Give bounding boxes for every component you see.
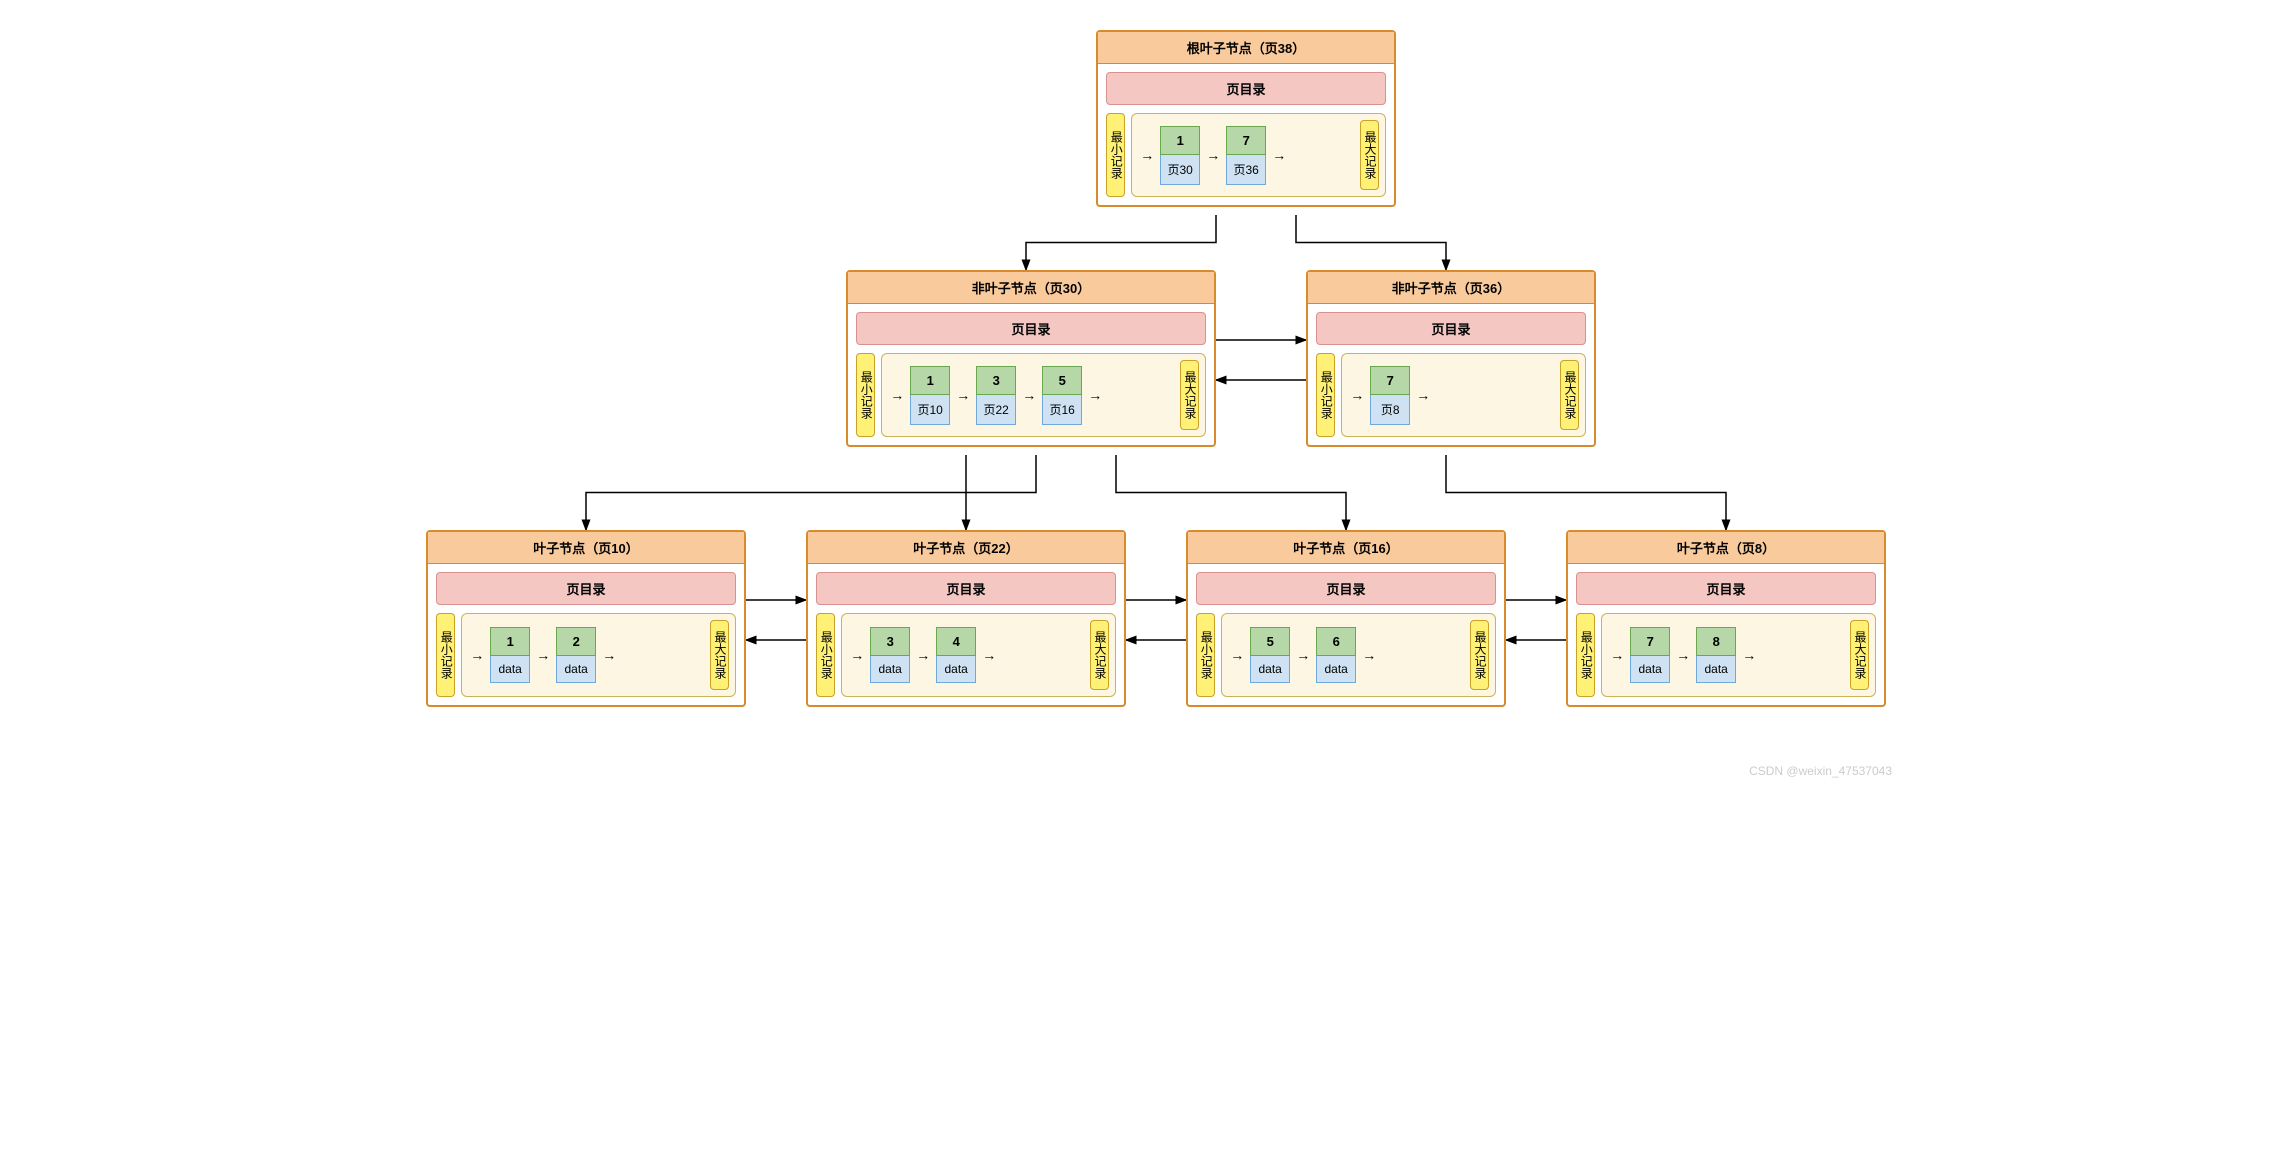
entry: 8data bbox=[1696, 627, 1736, 683]
entry-key: 2 bbox=[556, 627, 596, 656]
node-title: 根叶子节点（页38） bbox=[1098, 32, 1394, 64]
entry-value: 页22 bbox=[976, 395, 1016, 425]
node-title: 叶子节点（页10） bbox=[428, 532, 744, 564]
min-record: 最小记录 bbox=[856, 353, 875, 437]
node-title: 叶子节点（页22） bbox=[808, 532, 1124, 564]
page-directory: 页目录 bbox=[1196, 572, 1496, 605]
entry-value: data bbox=[490, 656, 530, 683]
records-container: →1data→2data→最大记录 bbox=[461, 613, 736, 697]
entry-value: data bbox=[1250, 656, 1290, 683]
entry-key: 7 bbox=[1630, 627, 1670, 656]
node-root: 根叶子节点（页38） 页目录最小记录 →1页30→7页36→最大记录 bbox=[1096, 30, 1396, 207]
btree-diagram: CSDN @weixin_47537043 根叶子节点（页38）页目录最小记录→… bbox=[396, 20, 1896, 780]
node-body: 页目录最小记录 →1页30→7页36→最大记录 bbox=[1098, 64, 1394, 205]
node-body: 页目录最小记录 →7页8→最大记录 bbox=[1308, 304, 1594, 445]
node-body: 页目录最小记录 →5data→6data→最大记录 bbox=[1188, 564, 1504, 705]
page-directory: 页目录 bbox=[1106, 72, 1386, 105]
entry: 6data bbox=[1316, 627, 1356, 683]
entry: 5data bbox=[1250, 627, 1290, 683]
entry-key: 5 bbox=[1250, 627, 1290, 656]
entry-key: 7 bbox=[1226, 126, 1266, 155]
entry-value: 页16 bbox=[1042, 395, 1082, 425]
entry-key: 3 bbox=[976, 366, 1016, 395]
max-record: 最大记录 bbox=[710, 620, 729, 690]
watermark: CSDN @weixin_47537043 bbox=[1749, 764, 1892, 778]
records-container: →5data→6data→最大记录 bbox=[1221, 613, 1496, 697]
node-leaf4: 叶子节点（页8） 页目录最小记录 →7data→8data→最大记录 bbox=[1566, 530, 1886, 707]
node-title: 非叶子节点（页30） bbox=[848, 272, 1214, 304]
records-container: →1页10→3页22→5页16→最大记录 bbox=[881, 353, 1206, 437]
node-title: 非叶子节点（页36） bbox=[1308, 272, 1594, 304]
entry-key: 1 bbox=[910, 366, 950, 395]
min-record: 最小记录 bbox=[816, 613, 835, 697]
min-record: 最小记录 bbox=[1106, 113, 1125, 197]
records-container: →7data→8data→最大记录 bbox=[1601, 613, 1876, 697]
page-directory: 页目录 bbox=[856, 312, 1206, 345]
max-record: 最大记录 bbox=[1470, 620, 1489, 690]
records-container: →7页8→最大记录 bbox=[1341, 353, 1586, 437]
max-record: 最大记录 bbox=[1360, 120, 1379, 190]
entry-value: 页36 bbox=[1226, 155, 1266, 185]
node-title: 叶子节点（页16） bbox=[1188, 532, 1504, 564]
entry-value: data bbox=[556, 656, 596, 683]
entry-value: 页30 bbox=[1160, 155, 1200, 185]
entry-value: data bbox=[1316, 656, 1356, 683]
records-container: →3data→4data→最大记录 bbox=[841, 613, 1116, 697]
entry-key: 8 bbox=[1696, 627, 1736, 656]
entry: 2data bbox=[556, 627, 596, 683]
node-body: 页目录最小记录 →3data→4data→最大记录 bbox=[808, 564, 1124, 705]
entry: 7页36 bbox=[1226, 126, 1266, 185]
page-directory: 页目录 bbox=[816, 572, 1116, 605]
entry-key: 5 bbox=[1042, 366, 1082, 395]
entry: 3data bbox=[870, 627, 910, 683]
entry: 1页30 bbox=[1160, 126, 1200, 185]
node-leaf2: 叶子节点（页22） 页目录最小记录 →3data→4data→最大记录 bbox=[806, 530, 1126, 707]
entry-key: 4 bbox=[936, 627, 976, 656]
page-directory: 页目录 bbox=[436, 572, 736, 605]
entry-key: 3 bbox=[870, 627, 910, 656]
entry: 4data bbox=[936, 627, 976, 683]
node-inner2: 非叶子节点（页36） 页目录最小记录 →7页8→最大记录 bbox=[1306, 270, 1596, 447]
max-record: 最大记录 bbox=[1180, 360, 1199, 430]
max-record: 最大记录 bbox=[1090, 620, 1109, 690]
entry-value: 页8 bbox=[1370, 395, 1410, 425]
entry-key: 1 bbox=[490, 627, 530, 656]
entry-key: 7 bbox=[1370, 366, 1410, 395]
entry-value: data bbox=[870, 656, 910, 683]
max-record: 最大记录 bbox=[1850, 620, 1869, 690]
entry: 5页16 bbox=[1042, 366, 1082, 425]
entry: 7data bbox=[1630, 627, 1670, 683]
entry: 7页8 bbox=[1370, 366, 1410, 425]
entry-value: data bbox=[1696, 656, 1736, 683]
node-body: 页目录最小记录 →1data→2data→最大记录 bbox=[428, 564, 744, 705]
entry: 1页10 bbox=[910, 366, 950, 425]
entry-value: data bbox=[1630, 656, 1670, 683]
node-leaf3: 叶子节点（页16） 页目录最小记录 →5data→6data→最大记录 bbox=[1186, 530, 1506, 707]
entry: 1data bbox=[490, 627, 530, 683]
node-inner1: 非叶子节点（页30） 页目录最小记录 →1页10→3页22→5页16→最大记录 bbox=[846, 270, 1216, 447]
entry-value: data bbox=[936, 656, 976, 683]
min-record: 最小记录 bbox=[436, 613, 455, 697]
node-body: 页目录最小记录 →7data→8data→最大记录 bbox=[1568, 564, 1884, 705]
min-record: 最小记录 bbox=[1316, 353, 1335, 437]
node-leaf1: 叶子节点（页10） 页目录最小记录 →1data→2data→最大记录 bbox=[426, 530, 746, 707]
entry: 3页22 bbox=[976, 366, 1016, 425]
node-title: 叶子节点（页8） bbox=[1568, 532, 1884, 564]
max-record: 最大记录 bbox=[1560, 360, 1579, 430]
records-container: →1页30→7页36→最大记录 bbox=[1131, 113, 1386, 197]
entry-value: 页10 bbox=[910, 395, 950, 425]
page-directory: 页目录 bbox=[1316, 312, 1586, 345]
page-directory: 页目录 bbox=[1576, 572, 1876, 605]
min-record: 最小记录 bbox=[1196, 613, 1215, 697]
min-record: 最小记录 bbox=[1576, 613, 1595, 697]
node-body: 页目录最小记录 →1页10→3页22→5页16→最大记录 bbox=[848, 304, 1214, 445]
entry-key: 6 bbox=[1316, 627, 1356, 656]
entry-key: 1 bbox=[1160, 126, 1200, 155]
